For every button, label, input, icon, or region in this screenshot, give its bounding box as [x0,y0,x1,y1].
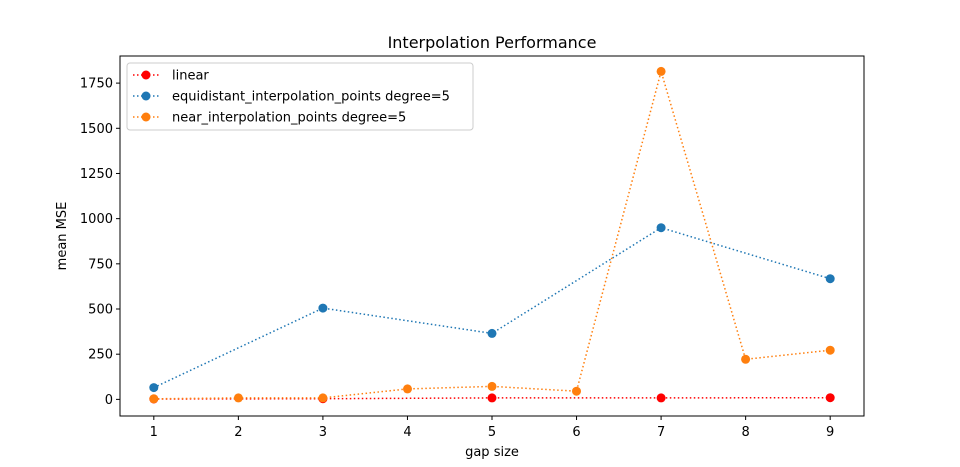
x-axis-label: gap size [465,445,519,460]
y-tick-label: 750 [88,257,113,272]
x-tick-label: 6 [572,425,580,440]
data-point [149,394,159,404]
data-point [656,223,666,233]
y-tick-label: 1000 [80,212,113,227]
data-point [572,386,581,396]
legend-box [126,62,474,131]
series-line-3 [153,68,831,400]
legend-label: equidistant_interpolation_points degree=… [172,90,450,105]
chart-title: Interpolation Performance [388,33,597,52]
data-point [487,328,497,338]
y-tick-label: 250 [88,348,113,363]
x-tick-label: 4 [403,425,411,440]
plot-series [149,66,835,404]
x-tick-label: 3 [319,425,327,440]
x-tick-label: 5 [488,425,496,440]
data-point [656,66,666,76]
data-point [825,345,835,355]
x-tick-label: 7 [657,425,665,440]
legend-marker [141,70,151,80]
data-point [825,274,835,284]
y-axis-label: mean MSE [55,202,70,271]
legend-label: linear [172,69,209,84]
data-point [487,381,497,391]
y-tick-label: 1500 [80,122,113,137]
data-point [233,393,243,403]
y-tick-label: 1250 [80,167,113,182]
data-point [403,384,412,394]
legend: linear equidistant_interpolation_points d… [126,62,474,131]
y-tick-label: 1750 [80,77,113,92]
y-tick-label: 500 [88,303,113,318]
y-tick-label: 0 [105,393,113,408]
data-point [656,393,666,403]
x-tick-label: 9 [826,425,834,440]
x-tick-label: 8 [741,425,749,440]
series-line-2 [153,226,831,389]
y-axis: 0 250 500 750 1000 1250 1500 1750 [80,77,120,408]
data-point [825,393,835,403]
legend-marker [141,112,151,122]
series-line-1 [153,396,831,400]
data-point [318,303,328,313]
data-point [149,383,159,393]
data-point [487,393,497,403]
x-tick-label: 1 [150,425,158,440]
legend-label: near_interpolation_points degree=5 [172,111,406,126]
x-axis: 1 2 3 4 5 6 7 8 9 [150,416,834,440]
x-tick-label: 2 [234,425,242,440]
data-point [741,354,751,364]
legend-marker [141,91,151,101]
data-point [318,393,328,403]
